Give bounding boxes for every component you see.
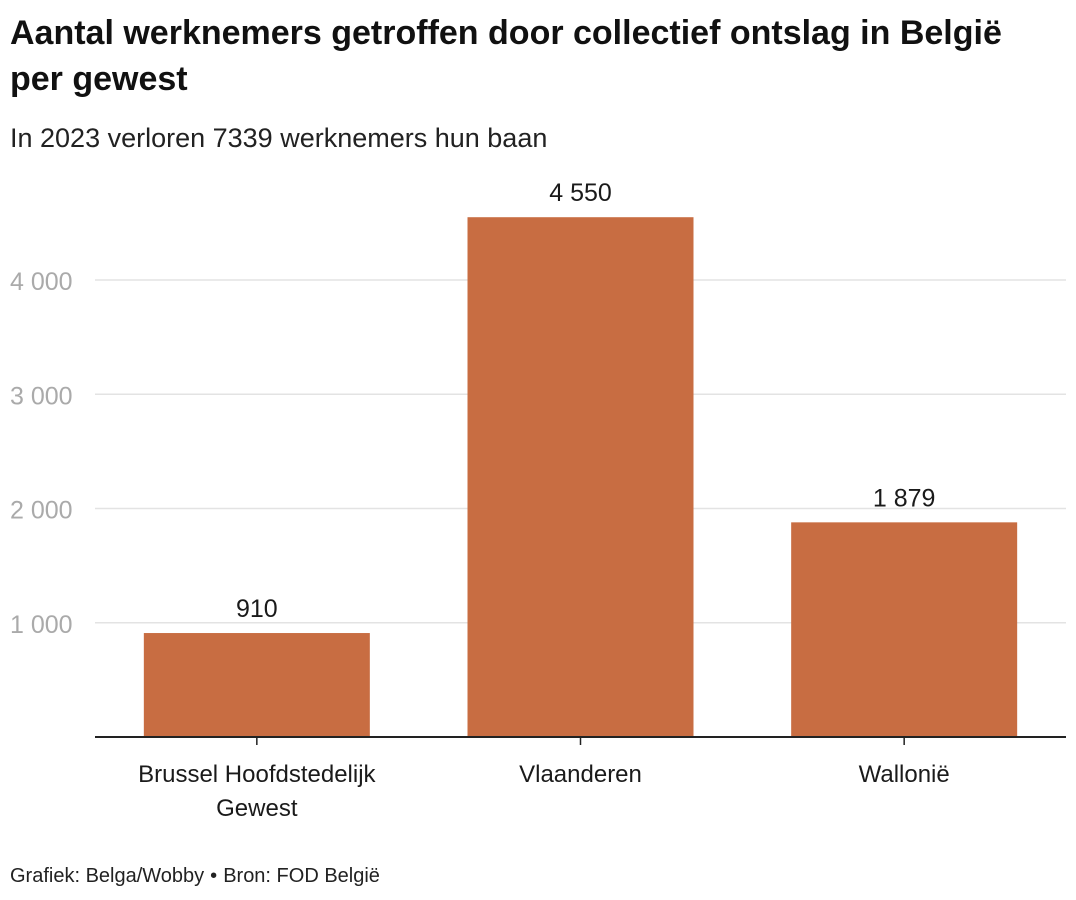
value-label: 4 550	[549, 179, 612, 207]
y-tick-label: 3 000	[10, 382, 73, 410]
bars	[143, 217, 1018, 737]
bar	[467, 217, 694, 737]
y-tick-label: 1 000	[10, 611, 73, 639]
x-axis: Brussel Hoofdstedelijk Gewest Vlaanderen Wa…	[95, 736, 1066, 822]
chart-title: Aantal werknemers getroffen door collect…	[10, 14, 1002, 98]
x-tick-label: Brussel Hoofdstedelijk	[138, 761, 376, 788]
footer-credit: Grafiek: Belga/Wobby	[10, 865, 205, 887]
footer-separator: •	[210, 865, 218, 887]
chart-subtitle: In 2023 verloren 7339 werknemers hun baa…	[10, 123, 548, 153]
y-tick-label: 2 000	[10, 497, 73, 525]
x-tick-label: Vlaanderen	[519, 761, 642, 788]
value-label: 910	[236, 595, 278, 623]
x-tick-label: Wallonië	[859, 761, 950, 788]
footer: Grafiek: Belga/Wobby • Bron: FOD België	[10, 862, 380, 890]
bar	[791, 522, 1018, 737]
footer-source: Bron: FOD België	[223, 865, 380, 887]
y-tick-label: 4 000	[10, 268, 73, 296]
value-label: 1 879	[873, 484, 936, 512]
x-tick-label: Gewest	[216, 795, 298, 822]
y-axis-tick-labels: 1 000 2 000 3 000 4 000	[10, 268, 73, 639]
value-labels: 910 4 550 1 879	[236, 179, 935, 623]
bar	[143, 633, 370, 737]
